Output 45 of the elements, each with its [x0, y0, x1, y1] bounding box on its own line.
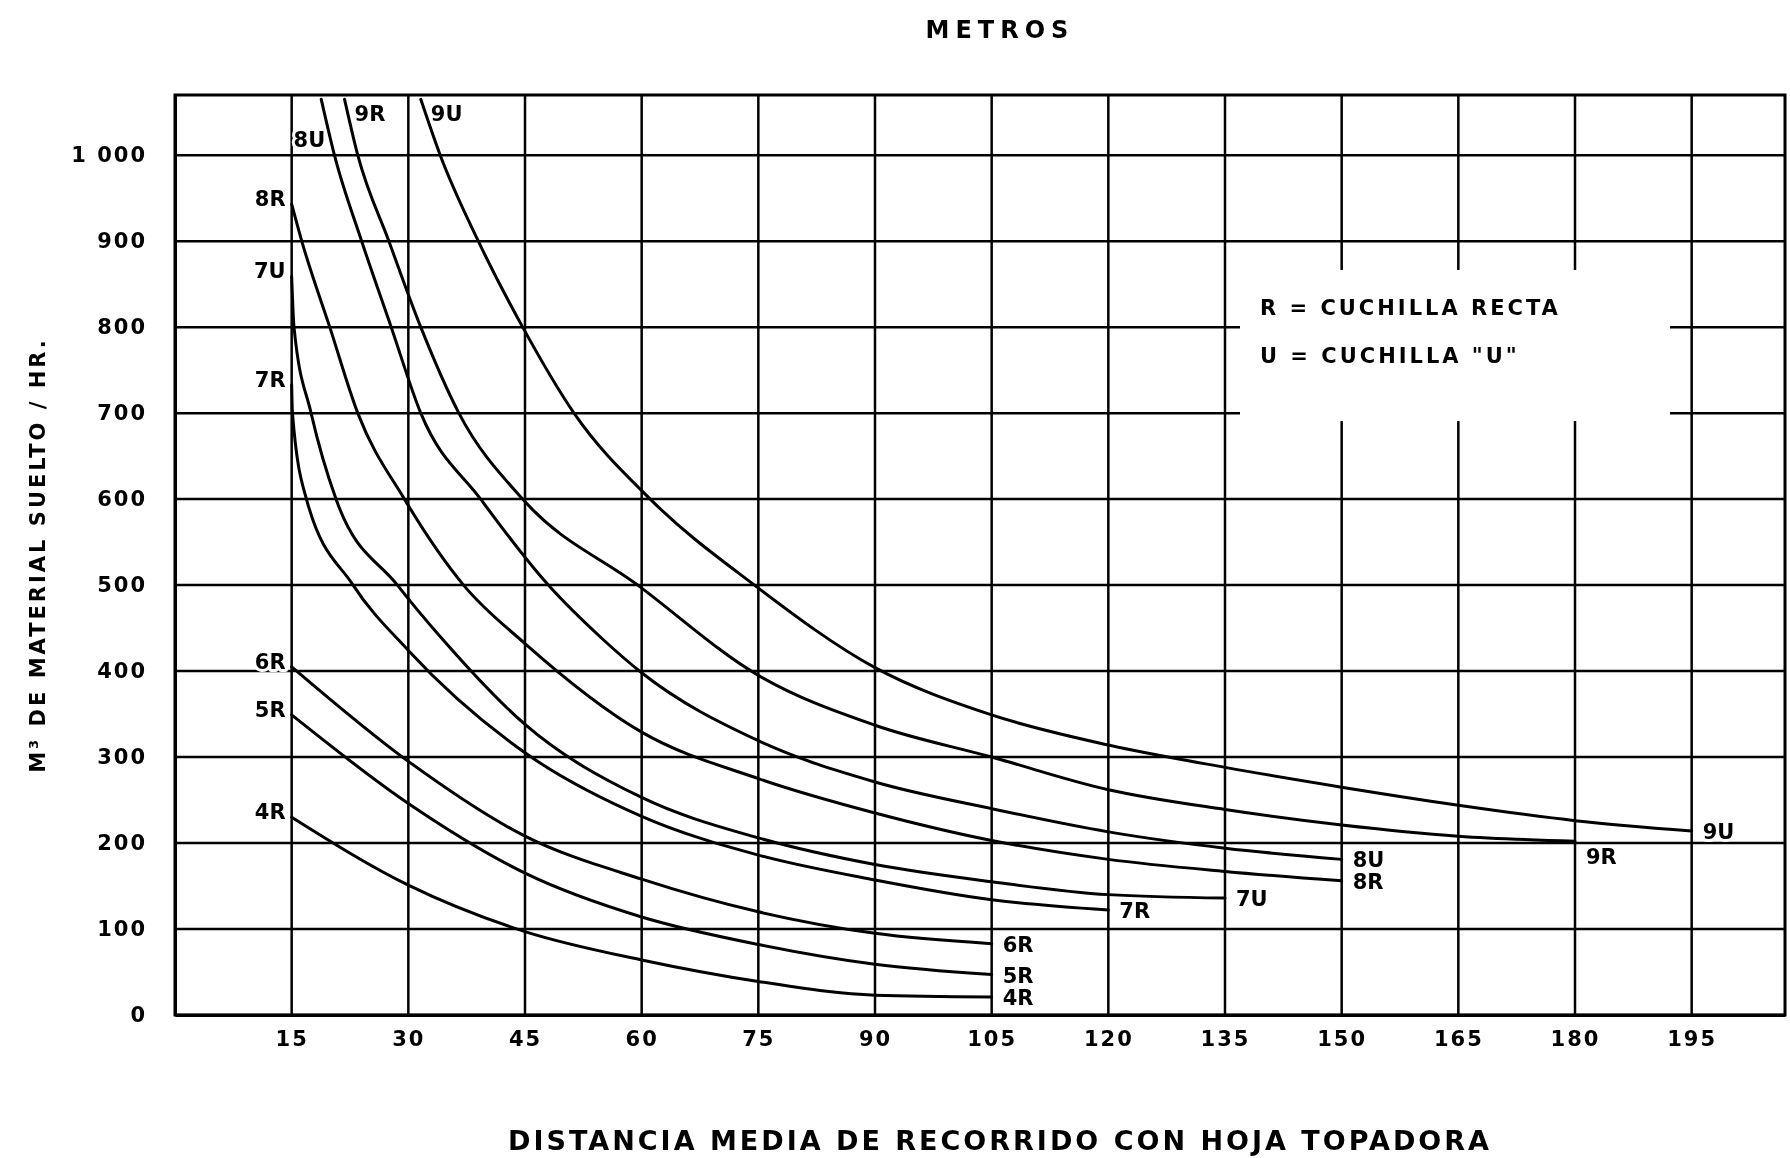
text: 7R — [1119, 899, 1151, 924]
y-axis-title: M³ DE MATERIAL SUELTO / HR. — [26, 337, 50, 773]
x-tick-label: 150 — [1317, 1026, 1368, 1051]
series-label: 7U — [253, 259, 286, 284]
text: 4R — [1002, 985, 1034, 1010]
annotation: R = CUCHILLA RECTA — [1260, 296, 1561, 320]
x-tick-label: 195 — [1667, 1026, 1718, 1051]
series-label: 9R — [354, 102, 386, 127]
y-tick-label: 600 — [97, 487, 147, 512]
text: 9U — [1702, 820, 1735, 844]
text: 6R — [1002, 932, 1034, 957]
y-tick-label: 200 — [97, 831, 147, 856]
series-label: 4R — [254, 800, 286, 825]
series-label: 8R — [254, 187, 286, 212]
annotation: U = CUCHILLA "U" — [1260, 344, 1520, 368]
x-tick-label: 90 — [858, 1026, 893, 1051]
x-tick-label: 105 — [967, 1026, 1018, 1051]
y-tick-label: 500 — [97, 573, 147, 598]
x-tick-label: 180 — [1550, 1026, 1601, 1051]
x-axis-title: DISTANCIA MEDIA DE RECORRIDO CON HOJA TOPADORA — [508, 1125, 1492, 1156]
y-tick-label: 100 — [97, 917, 147, 942]
y-tick-label: 1 000 — [71, 143, 147, 168]
text: 7U — [1236, 887, 1268, 912]
x-tick-label: 15 — [275, 1026, 309, 1051]
chart-title: METROS — [925, 16, 1075, 44]
y-tick-label: 700 — [97, 401, 147, 426]
series-label: 5R — [254, 697, 286, 722]
series-label: 8U — [293, 128, 326, 153]
text: 5R — [1002, 963, 1034, 988]
series-label: 6R — [254, 649, 286, 674]
x-tick-label: 120 — [1083, 1026, 1134, 1051]
y-tick-label: 400 — [97, 659, 147, 684]
series-label: 9U — [430, 102, 463, 127]
text: 9R — [1586, 845, 1617, 870]
x-tick-label: 135 — [1200, 1026, 1251, 1051]
y-tick-label: 0 — [130, 1003, 147, 1028]
y-tick-label: 300 — [97, 745, 147, 770]
x-tick-label: 45 — [508, 1026, 543, 1051]
series-label: 7R — [254, 367, 286, 392]
x-tick-label: 75 — [742, 1026, 776, 1051]
y-tick-label: 800 — [97, 315, 147, 340]
x-tick-label: 165 — [1433, 1026, 1484, 1051]
x-tick-label: 60 — [625, 1026, 659, 1051]
y-tick-label: 900 — [97, 229, 147, 254]
x-tick-label: 30 — [392, 1026, 426, 1051]
